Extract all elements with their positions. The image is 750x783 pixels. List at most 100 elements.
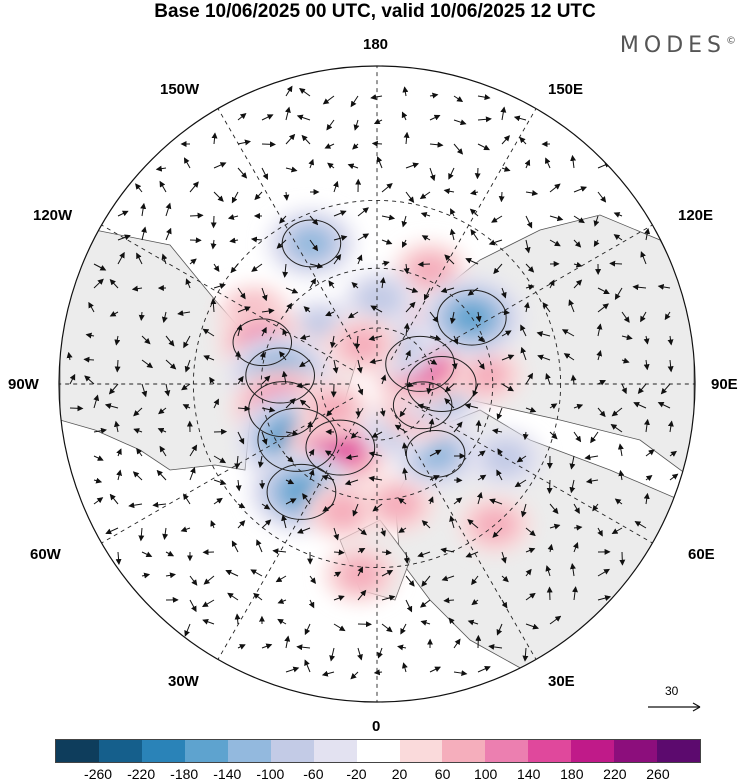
wind-vector (141, 551, 153, 557)
wind-vector (93, 394, 100, 409)
wind-vector (236, 324, 243, 337)
wind-vector (237, 139, 251, 146)
wind-vector (444, 398, 455, 409)
wind-vector (403, 322, 410, 337)
wind-vector (400, 623, 407, 635)
wind-vector (397, 497, 407, 505)
anomaly-region (357, 281, 403, 317)
wind-vector (405, 599, 413, 613)
wind-vector (285, 287, 299, 294)
wind-vector (428, 418, 435, 433)
wind-vector (643, 492, 650, 505)
wind-vector (525, 263, 535, 273)
wind-vector (501, 575, 509, 583)
wind-vector (128, 502, 143, 509)
wind-vector (321, 670, 335, 677)
wind-vector (597, 191, 607, 203)
wind-vector (471, 575, 479, 586)
wind-vector (213, 497, 223, 505)
wind-vector (237, 375, 244, 385)
vector-scale-arrow (648, 702, 701, 712)
colorbar-swatch (184, 740, 228, 762)
wind-vector (88, 301, 95, 313)
wind-vector (611, 407, 623, 417)
wind-vector (202, 328, 215, 337)
wind-vector (189, 575, 198, 586)
wind-vector (573, 279, 583, 289)
wind-vector (664, 311, 671, 321)
wind-vector (593, 215, 600, 227)
wind-vector (657, 401, 671, 409)
wind-vector (381, 214, 396, 221)
wind-vector (227, 592, 239, 601)
meridian-line (400, 224, 653, 371)
wind-vector (165, 335, 175, 347)
wind-vector (429, 449, 442, 457)
wind-vector (590, 431, 599, 444)
wind-vector (261, 167, 268, 180)
wind-vector (453, 497, 463, 505)
wind-vector (453, 638, 461, 649)
wind-vector (634, 521, 647, 529)
wind-vector (525, 215, 533, 229)
wind-vector (669, 473, 679, 481)
colorbar-tick-label: 60 (434, 766, 451, 782)
wind-vector (158, 407, 167, 415)
colorbar-swatch (485, 740, 529, 762)
wind-vectors (66, 85, 679, 680)
wind-vector (254, 191, 263, 201)
wind-vector (613, 234, 623, 241)
wind-vector (354, 335, 361, 350)
wind-vector (185, 278, 192, 289)
wind-vector (399, 407, 407, 418)
wind-vector (373, 669, 383, 676)
wind-vector (570, 154, 577, 169)
wind-vector (429, 358, 438, 365)
meridian-line (400, 397, 653, 544)
wind-vector (525, 623, 539, 630)
wind-vector (234, 455, 241, 470)
wind-vector (272, 548, 287, 555)
wind-vector (333, 210, 347, 217)
wind-vector (470, 229, 479, 241)
wind-vector (285, 478, 295, 485)
wind-vector (429, 475, 440, 481)
wind-vector (261, 114, 274, 121)
anomaly-region (337, 556, 384, 593)
wind-vector (537, 354, 551, 361)
wind-vector (309, 262, 324, 269)
wind-vector (299, 334, 311, 341)
wind-vector (544, 157, 551, 169)
wind-vector (105, 527, 119, 535)
wind-vector (417, 551, 431, 558)
wind-vector (470, 189, 479, 196)
wind-vector (357, 233, 370, 241)
wind-vector (156, 469, 167, 481)
wind-vector (573, 503, 580, 515)
wind-vector (402, 239, 408, 248)
wind-vector (520, 346, 527, 361)
wind-vector (403, 551, 410, 565)
wind-vector (301, 134, 311, 145)
wind-vector (308, 469, 315, 481)
wind-vector (660, 383, 671, 395)
colorbar-tick-label: -100 (256, 766, 285, 782)
wind-vector (261, 643, 273, 650)
wind-vector (561, 329, 575, 337)
wind-vector (372, 503, 383, 512)
wind-vector (165, 227, 172, 241)
wind-vector (203, 355, 215, 361)
wind-vector (285, 133, 296, 145)
wind-vector (525, 190, 539, 196)
wind-vector (477, 143, 490, 151)
colorbar-tick-label: -140 (213, 766, 242, 782)
wind-vector (261, 406, 276, 413)
wind-vector (405, 349, 411, 361)
wind-vector (443, 597, 455, 604)
lon-label-0: 0 (372, 718, 381, 735)
wind-vector (405, 162, 420, 169)
wind-vector (368, 335, 383, 341)
wind-vector (426, 383, 433, 395)
wind-vector (402, 467, 408, 481)
wind-vector (261, 431, 268, 445)
